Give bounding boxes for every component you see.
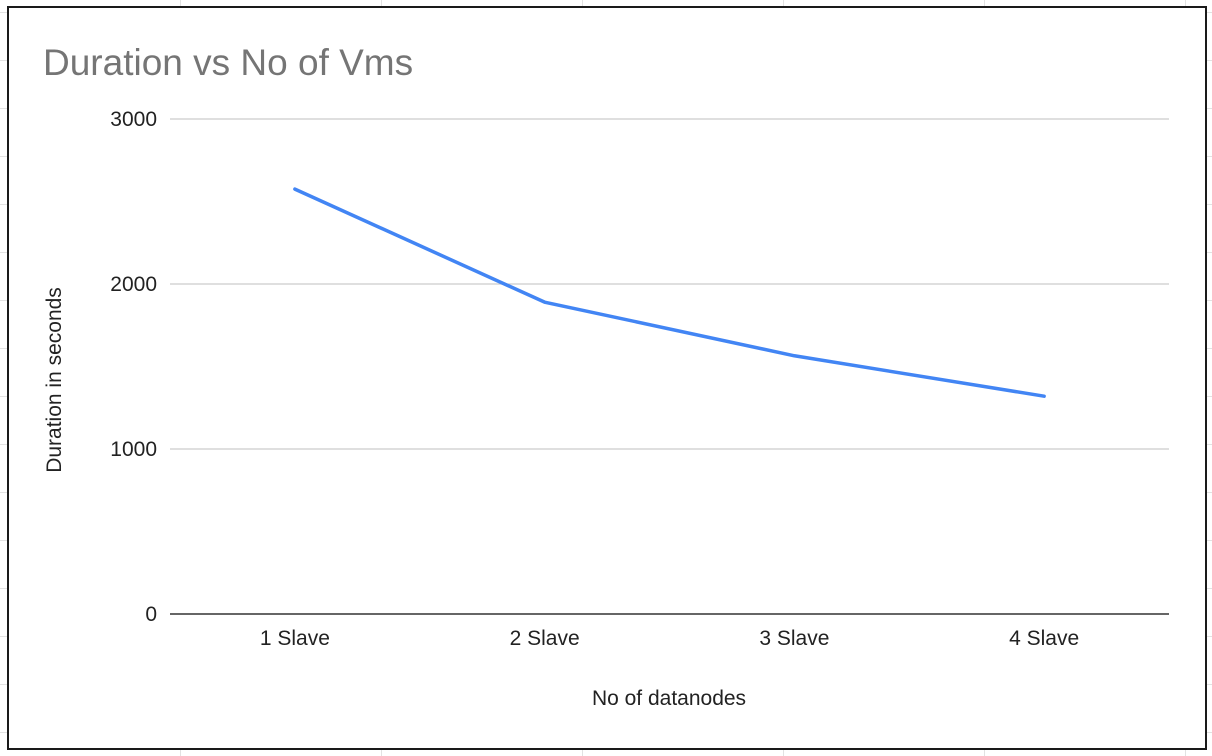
series-line[interactable] — [293, 187, 1046, 398]
x-tick-label: 1 Slave — [260, 627, 330, 650]
x-tick-label: 3 Slave — [759, 627, 829, 650]
chart-container[interactable] — [7, 6, 1207, 750]
y-tick-label: 3000 — [110, 108, 157, 131]
x-axis-title: No of datanodes — [592, 687, 746, 710]
y-axis-title: Duration in seconds — [43, 287, 66, 473]
chart-title: Duration vs No of Vms — [43, 42, 413, 83]
x-tick-label: 2 Slave — [510, 627, 580, 650]
y-tick-labels: 0 1000 2000 3000 — [110, 108, 157, 626]
y-tick-label: 0 — [145, 603, 157, 626]
x-tick-labels: 1 Slave 2 Slave 3 Slave 4 Slave — [260, 627, 1079, 650]
gridlines — [170, 118, 1169, 615]
y-tick-label: 1000 — [110, 438, 157, 461]
y-tick-label: 2000 — [110, 273, 157, 296]
series-lines — [293, 187, 1046, 398]
x-tick-label: 4 Slave — [1009, 627, 1079, 650]
